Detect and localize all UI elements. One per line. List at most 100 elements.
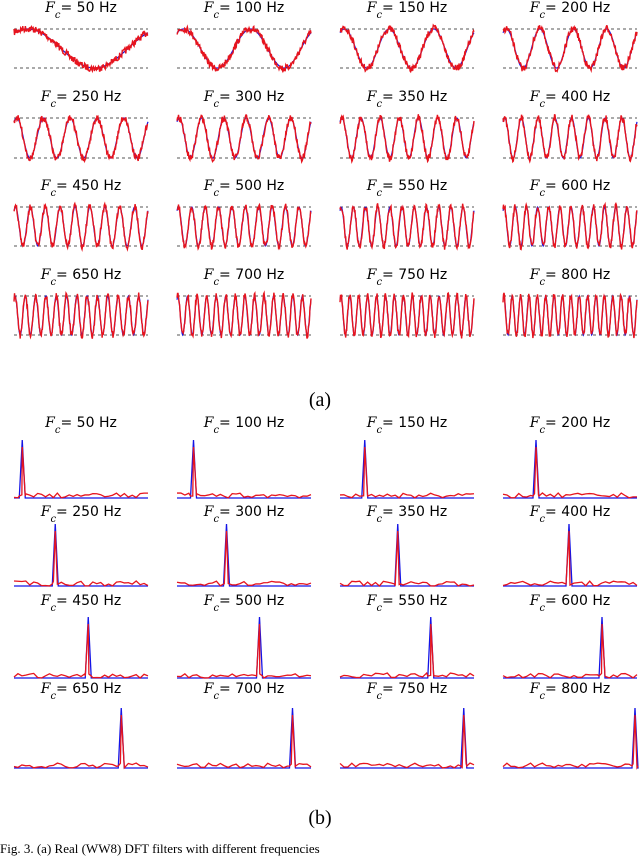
measured-spectrum-line xyxy=(339,623,475,679)
spectrum-panel: Fc= 800 Hz xyxy=(502,681,639,770)
measured-series-line xyxy=(176,113,312,164)
panel-title: Fc= 650 Hz xyxy=(40,681,122,702)
measured-series-line xyxy=(176,290,312,339)
panel-title: Fc= 650 Hz xyxy=(40,267,122,288)
time-panel: Fc= 150 Hz xyxy=(339,0,475,74)
spectrum-panel: Fc= 300 Hz xyxy=(176,504,312,587)
measured-spectrum-line xyxy=(339,446,475,499)
time-panel: Fc= 250 Hz xyxy=(13,89,149,164)
measured-series-line xyxy=(502,113,638,164)
part-b-spectrum-grid: Fc= 50 Hz Fc= 100 Hz Fc= 150 Hz Fc= 200 Hz F… xyxy=(13,415,639,770)
panel-title: Fc= 150 Hz xyxy=(366,415,448,436)
part-b-label: (b) xyxy=(308,807,331,829)
measured-series-line xyxy=(13,114,149,164)
measured-spectrum-line xyxy=(13,623,149,679)
reference-spectrum-line xyxy=(503,439,637,499)
measured-spectrum-line xyxy=(13,446,149,499)
panel-title: Fc= 600 Hz xyxy=(529,593,611,614)
reference-series-line xyxy=(176,28,312,69)
figure-caption: Fig. 3. (a) Real (WW8) DFT filters with … xyxy=(0,841,320,856)
spectrum-panel: Fc= 350 Hz xyxy=(339,504,475,587)
panel-title: Fc= 100 Hz xyxy=(203,415,285,436)
reference-spectrum-line xyxy=(340,523,474,587)
panel-title: Fc= 50 Hz xyxy=(44,0,117,21)
reference-spectrum-line xyxy=(177,439,311,499)
panel-title: Fc= 350 Hz xyxy=(366,504,448,525)
panel-title: Fc= 700 Hz xyxy=(203,681,285,702)
measured-series-line xyxy=(339,202,475,251)
spectrum-panel: Fc= 250 Hz xyxy=(13,504,149,587)
panel-title: Fc= 300 Hz xyxy=(203,504,285,525)
panel-title: Fc= 150 Hz xyxy=(366,0,448,21)
measured-spectrum-line xyxy=(176,623,312,679)
measured-series-line xyxy=(339,291,475,339)
measured-spectrum-line xyxy=(176,714,312,769)
time-panel: Fc= 800 Hz xyxy=(502,267,638,339)
measured-spectrum-line xyxy=(339,714,475,769)
panel-title: Fc= 400 Hz xyxy=(529,504,611,525)
measured-spectrum-line xyxy=(13,530,149,587)
spectrum-panel: Fc= 550 Hz xyxy=(339,593,475,679)
reference-spectrum-line xyxy=(340,707,474,769)
measured-spectrum-line xyxy=(176,446,312,499)
reference-spectrum-line xyxy=(177,523,311,587)
reference-spectrum-line xyxy=(14,707,148,769)
panel-title: Fc= 300 Hz xyxy=(203,89,285,110)
time-panel: Fc= 50 Hz xyxy=(13,0,149,74)
time-panel: Fc= 350 Hz xyxy=(339,89,475,164)
panel-title: Fc= 550 Hz xyxy=(366,593,448,614)
time-panel: Fc= 650 Hz xyxy=(13,267,149,340)
measured-series-line xyxy=(339,23,475,74)
measured-spectrum-line xyxy=(502,714,639,770)
reference-spectrum-line xyxy=(14,616,148,679)
measured-series-line xyxy=(176,202,312,251)
panel-title: Fc= 750 Hz xyxy=(366,267,448,288)
measured-spectrum-line xyxy=(502,530,638,587)
panel-title: Fc= 200 Hz xyxy=(529,0,611,21)
panel-title: Fc= 600 Hz xyxy=(529,178,611,199)
spectrum-panel: Fc= 200 Hz xyxy=(502,415,638,499)
part-a-time-domain-grid: Fc= 50 Hz Fc= 100 Hz Fc= 150 Hz Fc= 200 Hz F… xyxy=(13,0,638,340)
reference-spectrum-line xyxy=(14,523,148,587)
panel-title: Fc= 250 Hz xyxy=(40,504,122,525)
spectrum-panel: Fc= 50 Hz xyxy=(13,415,149,499)
reference-spectrum-line xyxy=(177,616,311,679)
measured-series-line xyxy=(13,24,149,74)
panel-title: Fc= 450 Hz xyxy=(40,593,122,614)
spectrum-panel: Fc= 600 Hz xyxy=(502,593,638,679)
panel-title: Fc= 550 Hz xyxy=(366,178,448,199)
panel-title: Fc= 500 Hz xyxy=(203,178,285,199)
spectrum-panel: Fc= 400 Hz xyxy=(502,504,638,587)
measured-spectrum-line xyxy=(339,530,475,587)
measured-series-line xyxy=(502,24,638,74)
panel-title: Fc= 200 Hz xyxy=(529,415,611,436)
measured-spectrum-line xyxy=(502,623,638,679)
time-panel: Fc= 300 Hz xyxy=(176,89,312,164)
panel-title: Fc= 800 Hz xyxy=(529,267,611,288)
panel-title: Fc= 450 Hz xyxy=(40,178,122,199)
reference-spectrum-line xyxy=(177,707,311,769)
time-panel: Fc= 400 Hz xyxy=(502,89,638,164)
measured-series-line xyxy=(339,114,475,164)
reference-spectrum-line xyxy=(503,707,639,769)
panel-title: Fc= 350 Hz xyxy=(366,89,448,110)
panel-title: Fc= 500 Hz xyxy=(203,593,285,614)
time-panel: Fc= 550 Hz xyxy=(339,178,475,251)
measured-series-line xyxy=(13,201,149,252)
spectrum-panel: Fc= 500 Hz xyxy=(176,593,312,679)
spectrum-panel: Fc= 450 Hz xyxy=(13,593,149,679)
spectrum-panel: Fc= 100 Hz xyxy=(176,415,312,499)
time-panel: Fc= 600 Hz xyxy=(502,178,638,251)
panel-title: Fc= 400 Hz xyxy=(529,89,611,110)
part-a-label: (a) xyxy=(309,389,331,411)
measured-series-line xyxy=(502,292,638,339)
measured-spectrum-line xyxy=(502,446,638,499)
time-panel: Fc= 500 Hz xyxy=(176,178,312,251)
spectrum-panel: Fc= 150 Hz xyxy=(339,415,475,499)
time-panel: Fc= 100 Hz xyxy=(176,0,312,74)
reference-spectrum-line xyxy=(14,439,148,499)
panel-title: Fc= 250 Hz xyxy=(40,89,122,110)
panel-title: Fc= 750 Hz xyxy=(366,681,448,702)
measured-series-line xyxy=(13,290,149,340)
